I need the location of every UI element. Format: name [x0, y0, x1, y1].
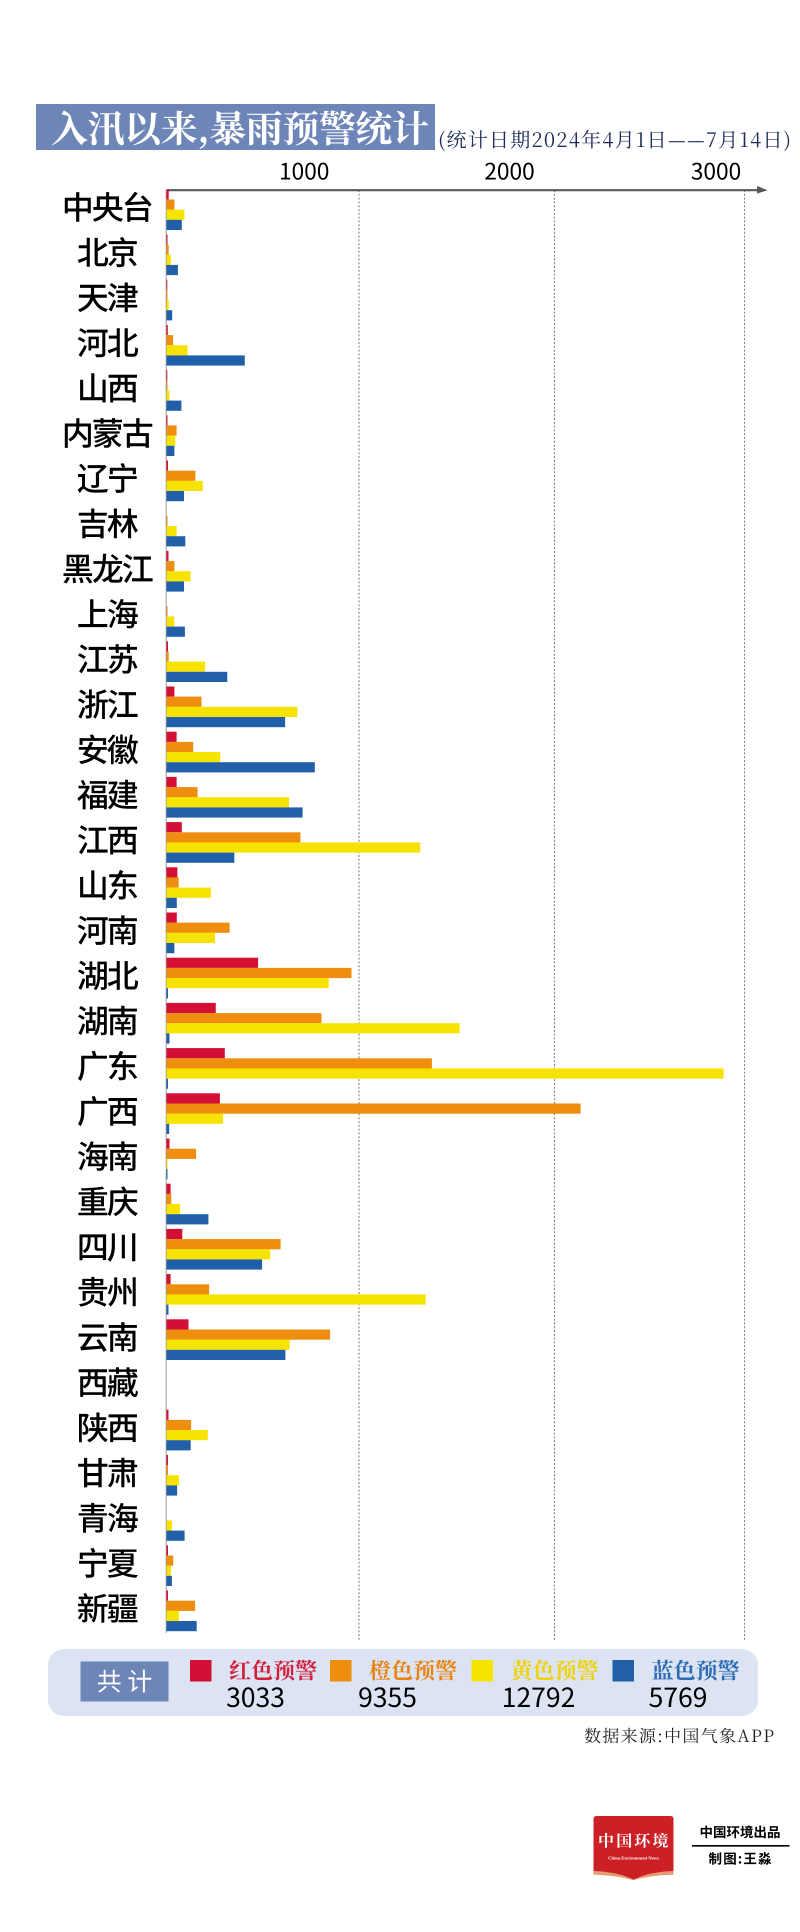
svg-text:China Environment News: China Environment News: [608, 1856, 659, 1861]
